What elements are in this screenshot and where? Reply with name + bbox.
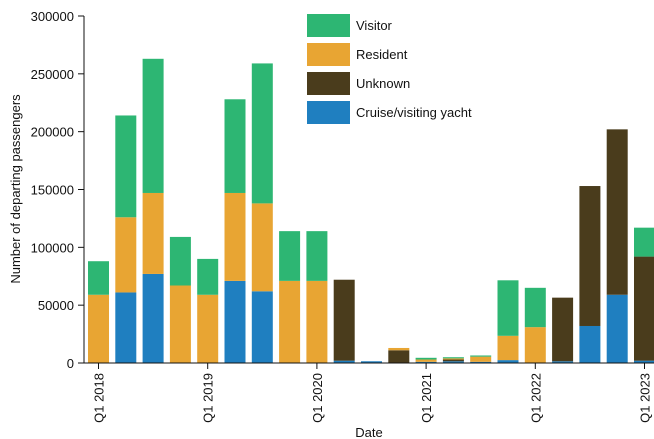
- bar-segment-visitor-2020-q1: [306, 231, 328, 281]
- bar-segment-visitor-2018-q1: [88, 261, 109, 295]
- bar-segment-resident-2018-q3: [142, 192, 164, 274]
- bar-segment-visitor-2019-q2: [224, 99, 246, 193]
- bar-segment-visitor-2018-q3: [142, 58, 164, 193]
- bar-segment-cruise-visiting-yacht-2021-q4: [497, 360, 519, 363]
- bar-segment-visitor-2019-q3: [251, 63, 273, 204]
- bar-segment-resident-2019-q3: [251, 203, 273, 292]
- bar-segment-cruise-visiting-yacht-2020-q3: [361, 361, 382, 363]
- bar-segment-cruise-visiting-yacht-2019-q3: [251, 291, 273, 363]
- bar-segment-unknown-2022-q4: [606, 129, 628, 295]
- bar-segment-visitor-2022-q1: [524, 287, 546, 328]
- bar-segment-cruise-visiting-yacht-2021-q2: [442, 361, 464, 363]
- bar-segment-visitor-2021-q3: [470, 355, 492, 357]
- bar-segment-visitor-2023-q1: [634, 227, 654, 257]
- y-tick-label: 150000: [31, 183, 74, 198]
- bar-segment-resident-2021-q3: [470, 356, 492, 362]
- bar-segment-visitor-2018-q2: [115, 115, 137, 218]
- bar-segment-resident-2018-q4: [169, 285, 191, 363]
- bar-segment-visitor-2018-q4: [169, 236, 191, 286]
- x-tick-label: Q1 2018: [92, 373, 107, 423]
- legend-label-resident: Resident: [356, 47, 408, 62]
- bar-segment-resident-2018-q2: [115, 217, 137, 293]
- bar-segment-visitor-2021-q1: [415, 357, 437, 360]
- bar-segment-cruise-visiting-yacht-2022-q3: [579, 325, 601, 363]
- x-tick-label: Q1 2019: [201, 373, 216, 423]
- bar-segment-resident-2021-q4: [497, 335, 519, 361]
- bar-segment-resident-2021-q1: [415, 359, 437, 362]
- y-tick-label: 100000: [31, 240, 74, 255]
- y-tick-label: 200000: [31, 125, 74, 140]
- y-axis-title: Number of departing passengers: [8, 94, 23, 284]
- legend-swatch-unknown: [307, 72, 350, 95]
- x-tick-label: Q1 2023: [638, 373, 653, 423]
- bar-segment-resident-2020-q4: [388, 347, 410, 351]
- bar-segment-resident-2019-q2: [224, 192, 246, 281]
- x-tick-label: Q1 2020: [310, 373, 325, 423]
- bar-segment-visitor-2019-q4: [279, 231, 301, 281]
- y-tick-label: 250000: [31, 67, 74, 82]
- bar-segment-resident-2019-q1: [197, 294, 219, 363]
- legend-swatch-cruise-visiting-yacht: [307, 101, 350, 124]
- bar-segment-unknown-2020-q4: [388, 350, 410, 363]
- legend-label-unknown: Unknown: [356, 76, 410, 91]
- bar-segment-cruise-visiting-yacht-2022-q2: [552, 361, 574, 363]
- y-ticks: 0 50000 100000 150000 200000 250000 300000: [31, 9, 84, 371]
- bars-layer: [88, 58, 654, 363]
- bar-segment-unknown-2021-q2: [442, 359, 464, 362]
- bar-segment-visitor-2021-q2: [442, 357, 464, 359]
- legend-swatch-resident: [307, 43, 350, 66]
- bar-segment-visitor-2019-q1: [197, 258, 219, 295]
- bar-segment-unknown-2022-q2: [552, 297, 574, 362]
- bar-segment-cruise-visiting-yacht-2022-q4: [606, 294, 628, 363]
- bar-segment-resident-2018-q1: [88, 294, 109, 363]
- bar-segment-unknown-2022-q3: [579, 186, 601, 326]
- bar-segment-resident-2021-q2: [442, 358, 464, 360]
- bar-segment-cruise-visiting-yacht-2018-q2: [115, 292, 137, 363]
- bar-segment-resident-2022-q1: [524, 327, 546, 363]
- x-tick-label: Q1 2022: [528, 373, 543, 423]
- legend-label-cruise-visiting-yacht: Cruise/visiting yacht: [356, 105, 472, 120]
- legend-label-visitor: Visitor: [356, 18, 393, 33]
- y-tick-label: 300000: [31, 9, 74, 24]
- bar-segment-cruise-visiting-yacht-2021-q3: [470, 361, 492, 363]
- bar-segment-cruise-visiting-yacht-2019-q2: [224, 280, 246, 363]
- x-tick-label: Q1 2021: [419, 373, 434, 423]
- y-tick-label: 50000: [38, 298, 74, 313]
- bar-segment-cruise-visiting-yacht-2020-q2: [333, 360, 355, 363]
- bar-segment-visitor-2021-q4: [497, 280, 519, 336]
- x-ticks: Q1 2018 Q1 2019 Q1 2020 Q1 2021 Q1 2022 Q1 20…: [92, 363, 653, 423]
- bar-segment-cruise-visiting-yacht-2021-q1: [415, 361, 437, 363]
- legend-swatch-visitor: [307, 14, 350, 37]
- y-tick-label: 0: [67, 356, 74, 371]
- bar-segment-cruise-visiting-yacht-2018-q3: [142, 273, 164, 363]
- bar-segment-unknown-2020-q2: [333, 279, 355, 361]
- legend: Visitor Resident Unknown Cruise/visiting ya…: [307, 14, 472, 124]
- bar-segment-resident-2020-q1: [306, 280, 328, 363]
- bar-segment-resident-2019-q4: [279, 280, 301, 363]
- bar-segment-cruise-visiting-yacht-2023-q1: [634, 360, 654, 363]
- x-axis-title: Date: [355, 425, 382, 439]
- bar-segment-unknown-2023-q1: [634, 256, 654, 361]
